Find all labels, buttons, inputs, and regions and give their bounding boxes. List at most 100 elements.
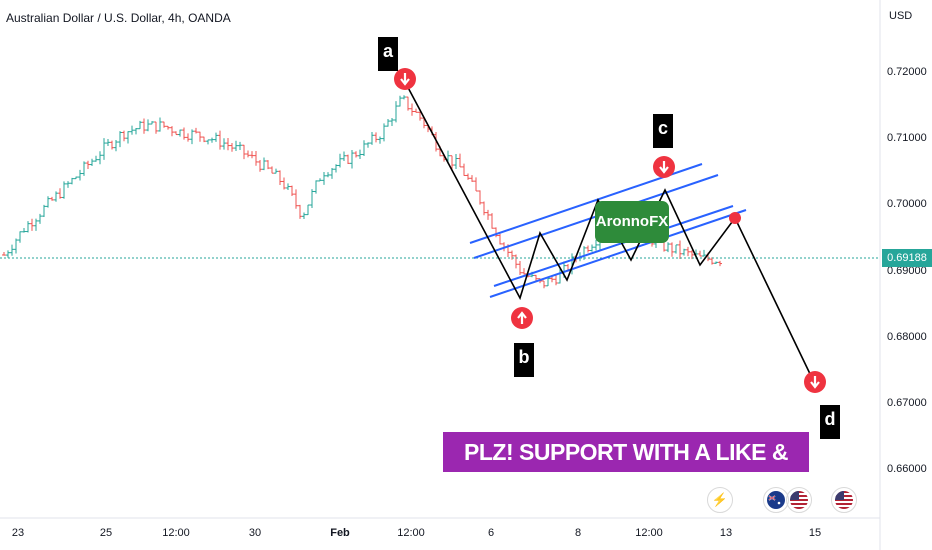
candle bbox=[106, 138, 110, 146]
last-price-tag: 0.69188 bbox=[882, 249, 932, 267]
candle bbox=[314, 180, 318, 194]
arrow-up-icon bbox=[511, 307, 533, 329]
lightning-icon[interactable]: ⚡ bbox=[707, 487, 733, 513]
wave-label-c: c bbox=[653, 114, 673, 148]
candle bbox=[554, 275, 558, 286]
candle bbox=[42, 204, 46, 218]
time-tick-label: 23 bbox=[11, 527, 25, 539]
candle bbox=[670, 242, 674, 257]
candle bbox=[210, 137, 214, 143]
candle bbox=[482, 201, 486, 216]
time-tick-label: 25 bbox=[99, 527, 113, 539]
candle bbox=[2, 251, 6, 256]
channel-line bbox=[493, 205, 734, 287]
candle bbox=[266, 160, 270, 170]
candle bbox=[190, 129, 194, 145]
candle bbox=[258, 159, 262, 172]
candle bbox=[202, 136, 206, 143]
candle bbox=[10, 244, 14, 256]
candle bbox=[666, 242, 670, 253]
wave-label-d: d bbox=[820, 405, 840, 439]
candle bbox=[414, 108, 418, 113]
time-tick-label: 8 bbox=[574, 527, 582, 539]
candle bbox=[234, 140, 238, 151]
candle bbox=[82, 161, 86, 176]
candle bbox=[682, 248, 686, 256]
candle bbox=[398, 95, 402, 107]
candle bbox=[122, 130, 126, 142]
candle bbox=[586, 245, 590, 253]
candle bbox=[158, 117, 162, 132]
candle bbox=[154, 121, 158, 134]
subscribe-banner: PLZ! SUPPORT WITH A LIKE & SUBSCRIBE bbox=[443, 432, 809, 505]
candle bbox=[14, 238, 18, 254]
candle bbox=[382, 123, 386, 142]
time-tick-label: 15 bbox=[808, 527, 822, 539]
symbol-title[interactable]: Australian Dollar / U.S. Dollar, 4h, OAN… bbox=[6, 11, 231, 25]
candle bbox=[46, 196, 50, 208]
candle bbox=[22, 227, 26, 233]
candle bbox=[74, 176, 78, 180]
candle bbox=[470, 175, 474, 182]
candle bbox=[162, 121, 166, 128]
time-tick-label: 12:00 bbox=[397, 527, 425, 539]
candle bbox=[230, 142, 234, 152]
candle bbox=[198, 131, 202, 142]
price-tick-label: 0.67000 bbox=[887, 396, 927, 409]
candle bbox=[546, 276, 550, 287]
candle bbox=[6, 250, 10, 258]
candle bbox=[242, 144, 246, 160]
candle bbox=[718, 260, 722, 267]
candle bbox=[350, 149, 354, 169]
candle bbox=[374, 132, 378, 143]
time-tick-label: 13 bbox=[719, 527, 733, 539]
candle bbox=[222, 138, 226, 150]
candle bbox=[130, 125, 134, 135]
arrow-down-icon bbox=[804, 371, 826, 393]
candle bbox=[246, 150, 250, 158]
candle bbox=[302, 212, 306, 220]
candle bbox=[18, 231, 22, 243]
candle bbox=[358, 149, 362, 160]
wave-label-a: a bbox=[378, 37, 398, 71]
candle bbox=[206, 139, 210, 145]
candle bbox=[594, 239, 598, 251]
candle bbox=[290, 185, 294, 196]
candle bbox=[26, 221, 30, 233]
candle bbox=[342, 151, 346, 161]
candle bbox=[462, 163, 466, 176]
usa-flag-icon[interactable] bbox=[831, 487, 857, 513]
candle bbox=[58, 188, 62, 199]
currency-label: USD bbox=[889, 10, 913, 22]
candle bbox=[346, 154, 350, 165]
candle bbox=[166, 125, 170, 130]
candle bbox=[338, 153, 342, 168]
candle bbox=[458, 153, 462, 168]
price-tick-label: 0.68000 bbox=[887, 330, 927, 343]
time-tick-label: 6 bbox=[487, 527, 495, 539]
candle bbox=[590, 244, 594, 252]
candle bbox=[490, 213, 494, 229]
candle bbox=[226, 137, 230, 151]
candle bbox=[126, 131, 130, 144]
candle bbox=[330, 167, 334, 179]
usa-flag-icon[interactable] bbox=[786, 487, 812, 513]
candle bbox=[34, 218, 38, 231]
candle bbox=[254, 150, 258, 166]
candle bbox=[78, 169, 82, 181]
candle bbox=[466, 173, 470, 180]
target-dot bbox=[729, 212, 741, 224]
candle bbox=[354, 151, 358, 158]
candle bbox=[366, 142, 370, 148]
candle bbox=[714, 261, 718, 265]
candle bbox=[294, 189, 298, 209]
candle bbox=[110, 140, 114, 150]
candle bbox=[274, 168, 278, 174]
candle bbox=[214, 132, 218, 142]
candle bbox=[270, 166, 274, 174]
candle bbox=[218, 130, 222, 150]
signal-markers bbox=[394, 68, 826, 393]
candle bbox=[94, 155, 98, 162]
candle bbox=[150, 121, 154, 125]
arrow-down-icon bbox=[653, 156, 675, 178]
